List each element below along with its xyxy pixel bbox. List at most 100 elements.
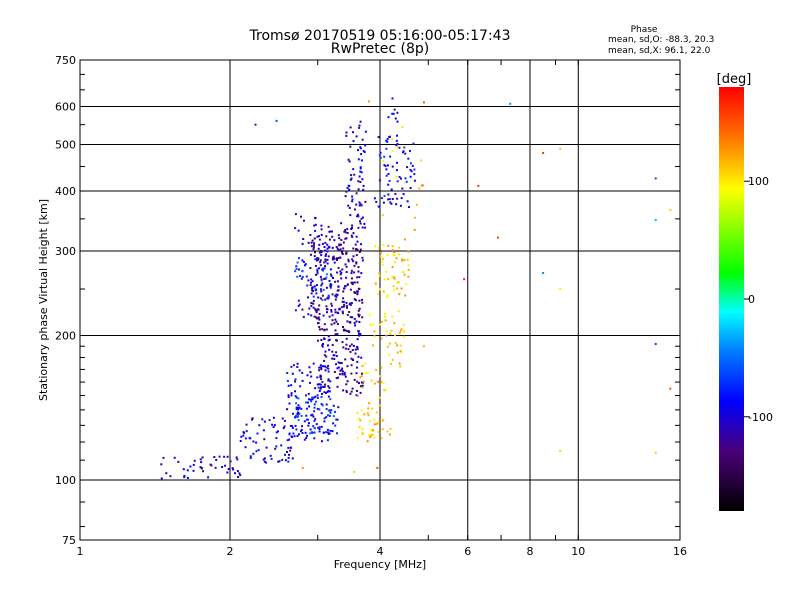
data-point <box>290 365 293 368</box>
data-point <box>342 326 344 328</box>
data-point <box>407 250 410 253</box>
data-point <box>344 237 347 240</box>
data-point <box>297 404 300 407</box>
data-point <box>399 204 402 207</box>
data-point <box>378 288 381 291</box>
data-point <box>294 213 297 216</box>
data-point <box>342 346 345 349</box>
data-point <box>249 457 252 459</box>
data-point <box>381 428 384 431</box>
data-point <box>261 418 264 421</box>
data-point <box>262 429 265 432</box>
data-point <box>654 451 657 454</box>
data-point <box>324 350 327 353</box>
axis-ticks: 1 2 4 6 8 10 16 75 100 200 300 400 500 600 750 <box>55 54 687 558</box>
data-point <box>336 259 338 261</box>
data-point <box>340 239 343 241</box>
data-point <box>363 413 366 416</box>
data-point <box>319 259 322 262</box>
data-point <box>309 428 312 431</box>
data-point <box>344 195 347 198</box>
data-point <box>335 363 337 366</box>
data-point <box>381 260 384 263</box>
data-point <box>391 245 394 248</box>
data-point <box>286 451 288 453</box>
data-point <box>355 254 358 257</box>
data-point <box>317 316 320 319</box>
x-axis-label: Frequency [MHz] <box>334 558 426 571</box>
data-point <box>245 423 248 426</box>
data-point <box>300 215 302 218</box>
data-point <box>360 409 363 412</box>
data-point <box>295 428 298 431</box>
data-point <box>320 396 323 398</box>
data-point <box>356 338 359 341</box>
data-point <box>361 256 364 259</box>
data-point <box>321 345 324 348</box>
data-point <box>357 158 360 161</box>
data-point <box>192 469 195 472</box>
data-point <box>309 267 312 269</box>
data-point <box>320 233 323 236</box>
data-point <box>300 414 303 417</box>
data-point <box>283 419 286 422</box>
data-point <box>321 440 323 443</box>
data-point <box>186 469 189 472</box>
data-point <box>359 419 362 422</box>
data-point <box>396 143 399 145</box>
data-point <box>396 134 398 137</box>
data-point <box>382 382 385 385</box>
data-point <box>364 130 367 133</box>
data-point <box>331 350 334 353</box>
data-point <box>354 243 357 246</box>
data-point <box>214 466 217 469</box>
data-point <box>393 288 395 291</box>
data-point <box>344 231 347 234</box>
data-point <box>352 140 355 143</box>
data-point <box>310 301 313 304</box>
data-point <box>363 151 366 154</box>
data-point <box>372 344 375 347</box>
data-point <box>352 168 355 171</box>
data-point <box>353 298 356 301</box>
data-point <box>356 366 358 369</box>
data-point <box>383 164 386 167</box>
data-point <box>355 290 358 293</box>
data-point <box>404 152 407 155</box>
data-point <box>380 255 382 258</box>
data-point <box>366 440 369 443</box>
data-point <box>280 444 283 447</box>
data-point <box>369 435 372 437</box>
data-point <box>319 297 322 300</box>
data-point <box>338 243 341 246</box>
data-point <box>355 372 358 375</box>
data-point <box>360 153 363 156</box>
data-point <box>355 135 358 138</box>
data-point <box>307 424 310 427</box>
data-point <box>160 463 163 466</box>
data-point <box>326 439 329 442</box>
data-point <box>296 275 299 278</box>
data-point <box>359 147 362 150</box>
data-point <box>383 278 386 281</box>
data-point <box>334 410 336 413</box>
data-point <box>270 457 273 460</box>
data-point <box>373 197 376 200</box>
data-point <box>361 365 364 367</box>
data-point <box>391 138 394 141</box>
data-point <box>337 406 340 409</box>
data-point <box>318 366 321 369</box>
data-point <box>239 474 242 477</box>
data-point <box>213 456 216 458</box>
data-point <box>328 386 331 389</box>
data-point <box>387 183 390 186</box>
data-point <box>324 249 327 252</box>
data-point <box>321 242 324 245</box>
data-point <box>348 188 351 191</box>
data-point <box>315 309 318 312</box>
data-point <box>396 161 398 164</box>
data-point <box>413 173 416 176</box>
data-point <box>231 467 234 470</box>
data-point <box>350 228 353 230</box>
